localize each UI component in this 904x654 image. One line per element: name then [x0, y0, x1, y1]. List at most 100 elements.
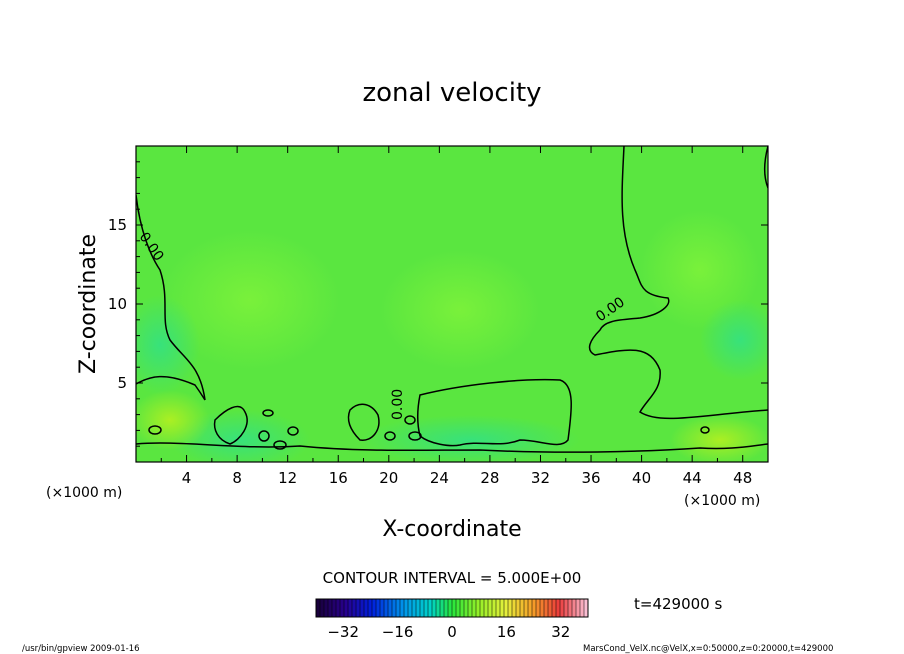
colorbar-cell — [476, 599, 480, 617]
time-label: t=429000 s — [634, 595, 722, 613]
colorbar-cell — [376, 599, 380, 617]
colorbar-cell — [564, 599, 568, 617]
field-shade — [640, 210, 760, 330]
colorbar-cell — [512, 599, 516, 617]
x-tick-label: 44 — [683, 469, 702, 487]
colorbar-cell — [432, 599, 436, 617]
colorbar-cell — [396, 599, 400, 617]
colorbar — [315, 599, 588, 617]
colorbar-cell — [352, 599, 356, 617]
colorbar-cell — [452, 599, 456, 617]
colorbar-cell — [344, 599, 348, 617]
x-tick-label: 40 — [632, 469, 651, 487]
colorbar-cell — [424, 599, 428, 617]
field-shade — [136, 295, 200, 395]
x-tick-label: 16 — [329, 469, 348, 487]
colorbar-cell — [384, 599, 388, 617]
colorbar-cell — [420, 599, 424, 617]
chart-title: zonal velocity — [362, 78, 541, 108]
contour-line — [273, 440, 287, 450]
colorbar-cell — [504, 599, 508, 617]
contour-line — [384, 431, 396, 441]
contour-line — [148, 425, 162, 435]
colorbar-cell — [392, 599, 396, 617]
colorbar-cell — [576, 599, 580, 617]
colorbar-tick-label: 16 — [497, 623, 516, 641]
colorbar-cell — [544, 599, 548, 617]
colorbar-cell — [484, 599, 488, 617]
contour-line — [404, 415, 416, 425]
x-tick-label: 36 — [581, 469, 600, 487]
colorbar-tick-label: −32 — [327, 623, 359, 641]
colorbar-cell — [408, 599, 412, 617]
colorbar-cell — [456, 599, 460, 617]
colorbar-cell — [488, 599, 492, 617]
colorbar-cell — [464, 599, 468, 617]
colorbar-cell — [492, 599, 496, 617]
contour-label: 0.00 — [390, 389, 406, 420]
colorbar-cell — [568, 599, 572, 617]
zero-contours — [136, 146, 768, 453]
y-axis-ticks: 5 10 15 — [108, 161, 768, 447]
colorbar-cell — [324, 599, 328, 617]
contour-interval-label: CONTOUR INTERVAL = 5.000E+00 — [323, 569, 582, 587]
colorbar-cell — [372, 599, 376, 617]
colorbar-cell — [444, 599, 448, 617]
colorbar-cell — [336, 599, 340, 617]
contour-line — [213, 405, 248, 445]
field-shade — [700, 300, 768, 380]
colorbar-cell — [356, 599, 360, 617]
x-tick-label: 28 — [480, 469, 499, 487]
x-tick-label: 32 — [531, 469, 550, 487]
colorbar-cell — [524, 599, 528, 617]
x-tick-label: 48 — [733, 469, 752, 487]
colorbar-cell — [560, 599, 564, 617]
contour-line — [136, 442, 768, 453]
colorbar-cell — [480, 599, 484, 617]
colorbar-cell — [584, 599, 588, 617]
contour-line — [258, 430, 270, 442]
y-tick-label: 15 — [108, 216, 127, 234]
colorbar-cell — [516, 599, 520, 617]
colorbar-cell — [340, 599, 344, 617]
x-tick-label: 8 — [232, 469, 242, 487]
x-tick-label: 24 — [430, 469, 449, 487]
colorbar-cell — [436, 599, 440, 617]
colorbar-cell — [316, 599, 320, 617]
colorbar-tick-label: 32 — [551, 623, 570, 641]
field-shade — [380, 250, 540, 370]
x-axis-ticks: 4 8 12 16 20 24 28 32 36 40 44 48 — [160, 146, 752, 487]
colorbar-cell — [332, 599, 336, 617]
contour-line — [763, 146, 768, 189]
colorbar-cell — [360, 599, 364, 617]
colorbar-cell — [320, 599, 324, 617]
contour-line — [136, 375, 206, 401]
colorbar-cell — [532, 599, 536, 617]
colorbar-cell — [380, 599, 384, 617]
colorbar-cell — [448, 599, 452, 617]
contour-line — [262, 409, 274, 417]
footer-right: MarsCond_VelX.nc@VelX,x=0:50000,z=0:2000… — [583, 644, 833, 654]
colorbar-cell — [400, 599, 404, 617]
colorbar-cell — [548, 599, 552, 617]
field-shade — [136, 390, 210, 450]
x-unit-label-left: (×1000 m) — [46, 485, 122, 501]
y-tick-label: 10 — [108, 295, 127, 313]
colorbar-cell — [536, 599, 540, 617]
colorbar-tick-label: 0 — [447, 623, 457, 641]
colorbar-cell — [388, 599, 392, 617]
contour-line — [287, 426, 299, 436]
plot-area: 0.00 0.00 0.00 — [136, 146, 768, 462]
colorbar-cell — [328, 599, 332, 617]
colorbar-cell — [520, 599, 524, 617]
x-unit-label-right: (×1000 m) — [684, 493, 760, 509]
colorbar-cell — [580, 599, 584, 617]
colorbar-cell — [496, 599, 500, 617]
colorbar-ticks: −32 −16 0 16 32 — [327, 623, 570, 641]
colorbar-cell — [528, 599, 532, 617]
contour-line — [416, 378, 572, 447]
colorbar-cell — [404, 599, 408, 617]
colorbar-cell — [472, 599, 476, 617]
x-tick-label: 4 — [182, 469, 192, 487]
